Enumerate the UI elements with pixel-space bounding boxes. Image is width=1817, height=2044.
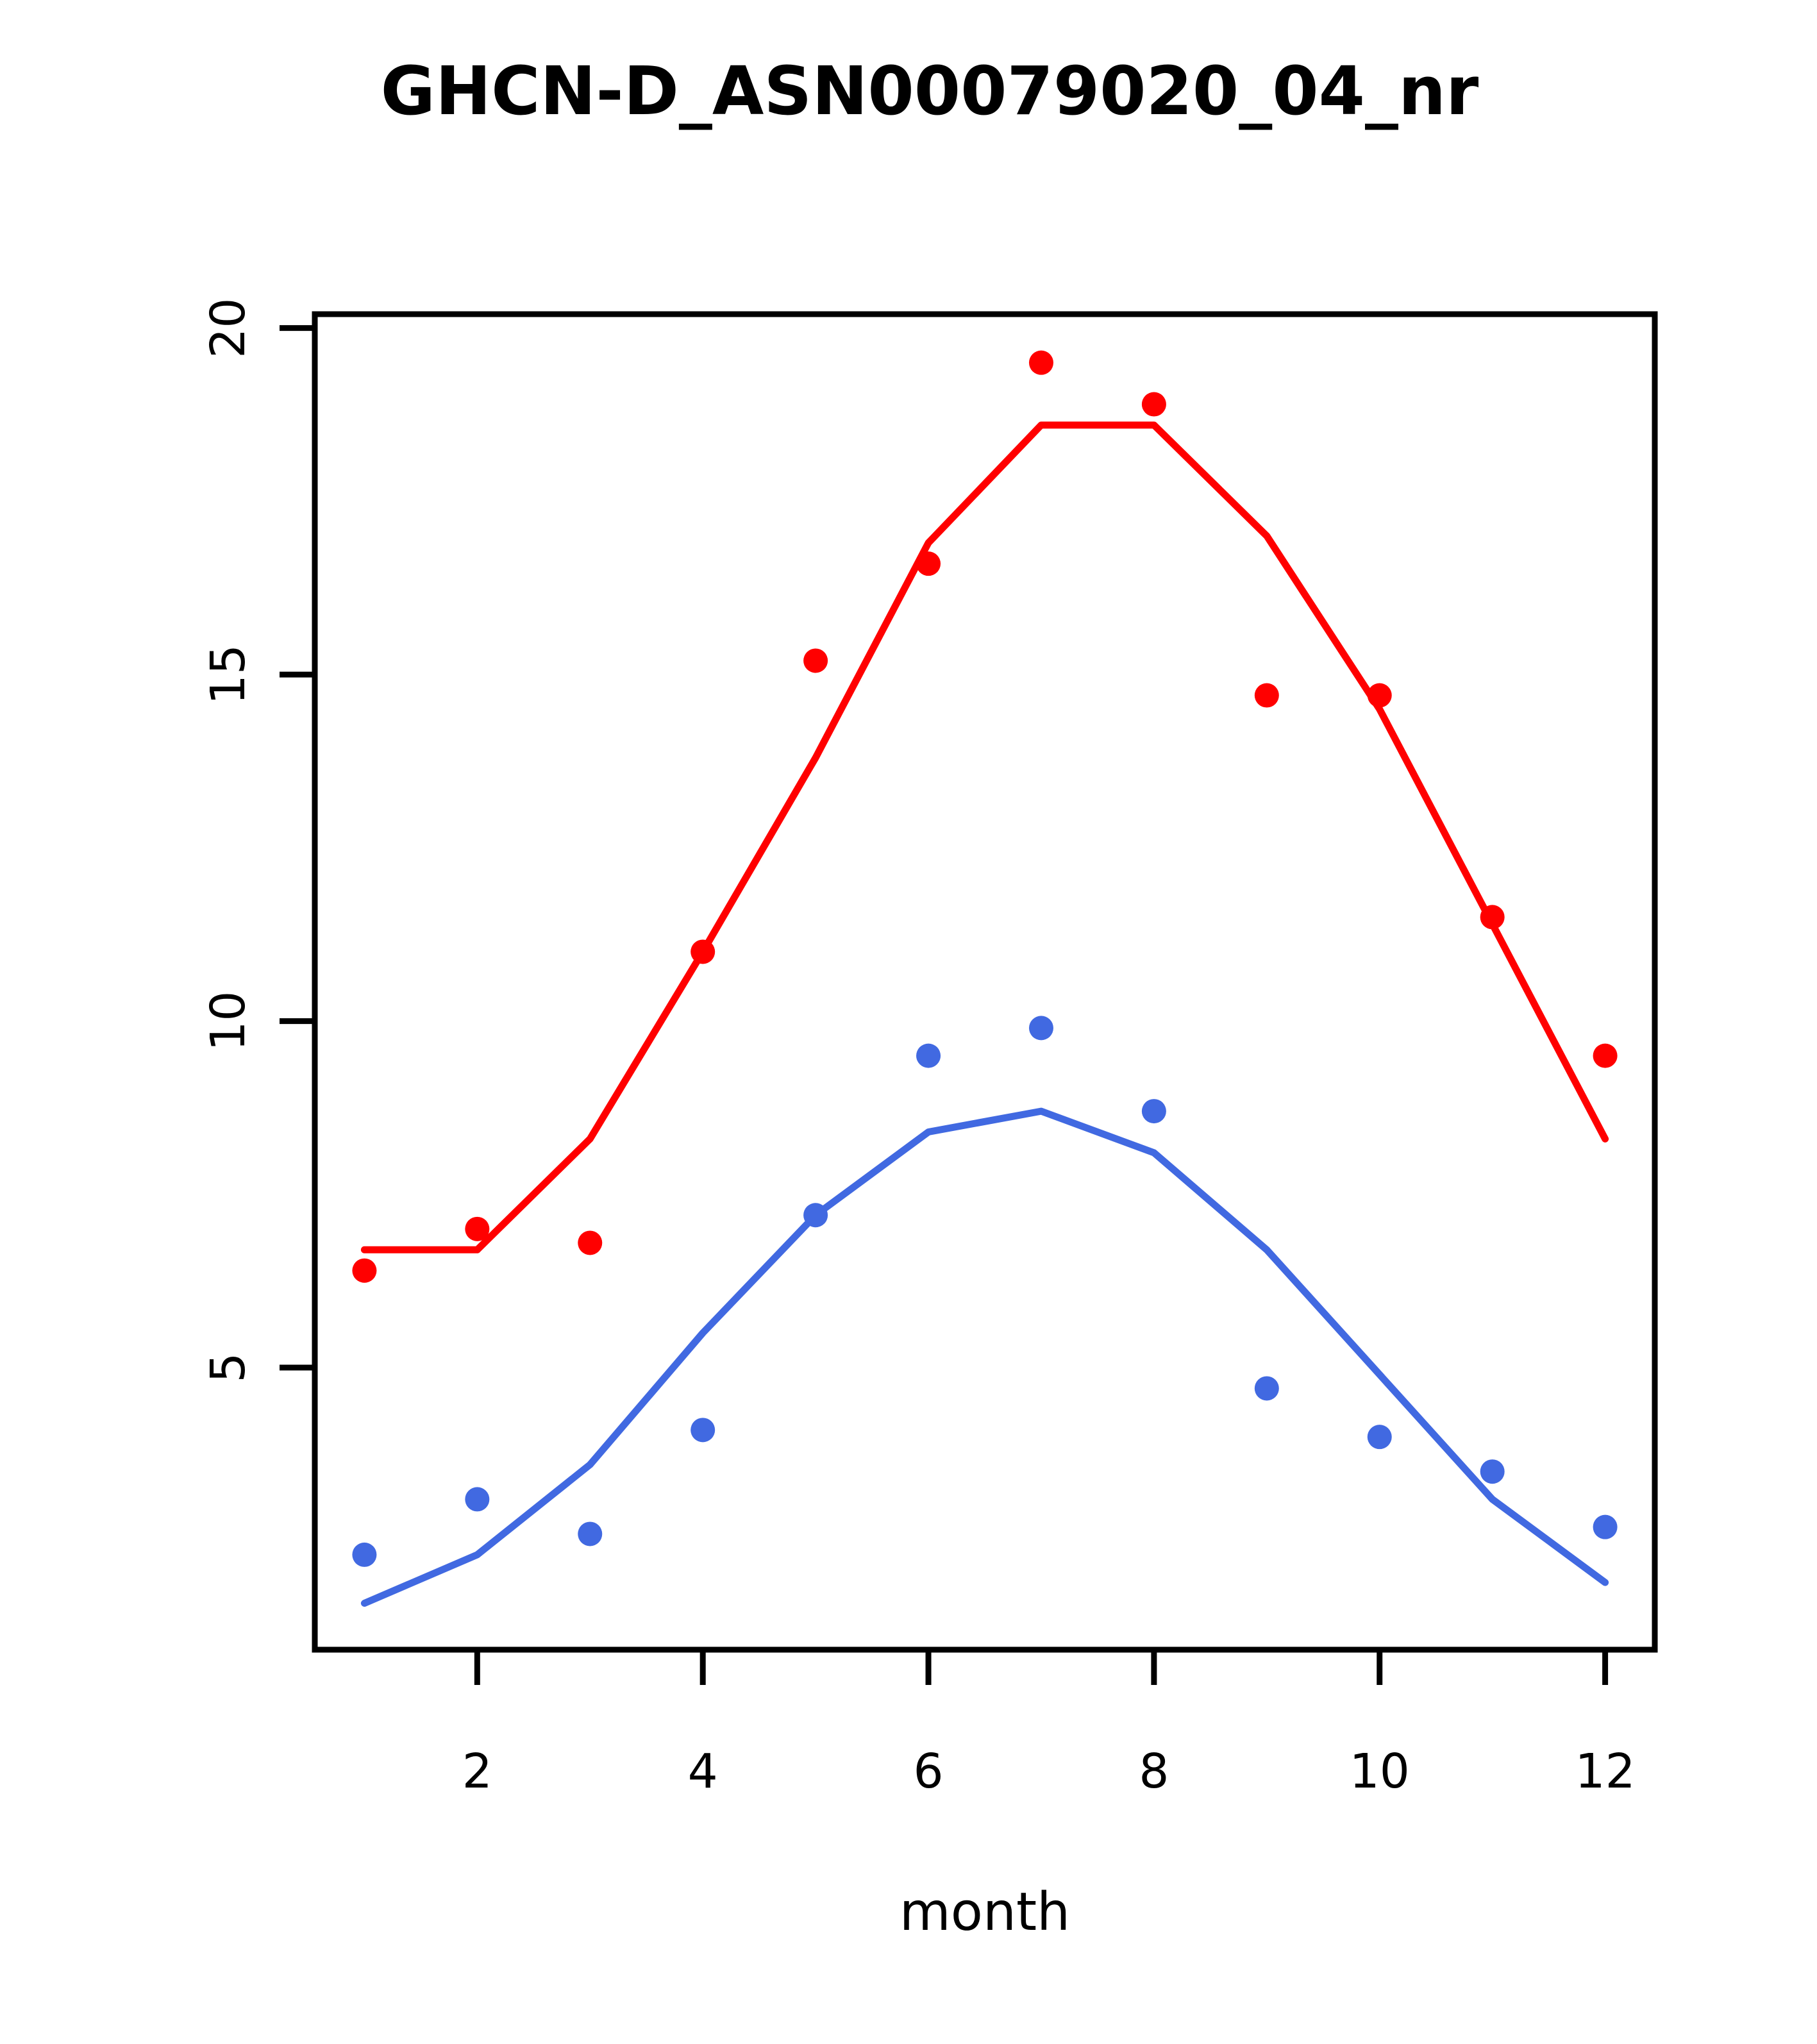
tmax-point-month-12 [1593,1043,1618,1068]
y-tick-label: 10 [201,991,256,1051]
tmin-point-month-1 [352,1542,377,1567]
tmin-point-month-11 [1480,1459,1505,1484]
x-tick-label: 2 [462,1744,492,1799]
tmin-point-month-9 [1254,1376,1279,1401]
x-tick-label: 10 [1350,1744,1410,1799]
tmin-point-month-3 [578,1521,603,1546]
y-axis: 5 10 15 20 [201,298,315,1383]
y-tick-label: 20 [201,298,256,358]
tmin-point-month-7 [1028,1016,1053,1041]
x-tick-label: 6 [913,1744,943,1799]
tmax-point-month-8 [1141,392,1166,417]
tmin-fit-line [360,1107,1609,1607]
tmax-point-month-6 [916,551,941,576]
tmin-point-month-6 [916,1043,941,1068]
tmax-point-month-9 [1254,683,1279,708]
tmax-point-month-10 [1367,683,1392,708]
tmax-point-month-4 [691,939,716,964]
x-tick-label: 4 [688,1744,718,1799]
tmax-fit-line [360,421,1609,1253]
tmax-point-month-3 [578,1230,603,1255]
y-tick-label: 5 [201,1353,256,1383]
tmin-point-month-8 [1141,1099,1166,1124]
tmin-point-month-5 [803,1203,828,1228]
tmax-point-month-11 [1480,905,1505,930]
tmin-point-month-4 [691,1418,716,1443]
tmax-point-month-5 [803,648,828,673]
tmin-point-month-12 [1593,1514,1618,1539]
y-tick-label: 15 [201,644,256,705]
series-lines [360,421,1609,1607]
x-axis-title: month [900,1882,1070,1943]
tmax-point-month-1 [352,1258,377,1283]
tmin-point-month-2 [465,1487,490,1512]
tmax-point-month-7 [1028,350,1053,375]
x-tick-label: 12 [1575,1744,1636,1799]
x-tick-label: 8 [1139,1744,1169,1799]
tmax-point-month-2 [465,1216,490,1241]
x-axis: 2 4 6 8 10 12 [462,1650,1636,1799]
plot-box [312,311,1658,1653]
chart-title: GHCN-D_ASN00079020_04_nr [381,52,1479,130]
tmin-point-month-10 [1367,1425,1392,1450]
series-points [352,350,1618,1567]
